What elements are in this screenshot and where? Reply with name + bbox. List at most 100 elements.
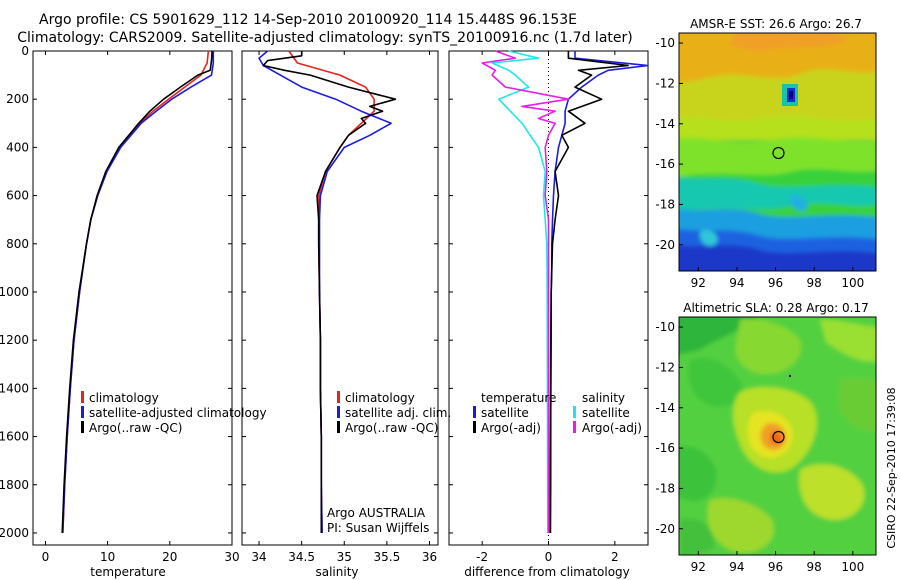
y-tick-label: 600 xyxy=(6,189,29,203)
sst-map-frame xyxy=(678,32,877,272)
series-line-satellite-adj-clim- xyxy=(258,50,392,534)
legend-swatch-sal-satellite xyxy=(573,406,576,418)
legend-title-temperature: temperature xyxy=(481,391,556,405)
temperature-panel: 0 10 20 30 0 200 400 600 800 1000 1200 1400 1600 1800… xyxy=(0,44,267,579)
temperature-xlabel: temperature xyxy=(90,565,165,579)
temperature-ticks: 0 10 20 30 0 200 400 600 800 1000 1200 1400 1600 1800… xyxy=(0,44,240,564)
map-x-tick-label: 94 xyxy=(729,560,744,574)
series-line-salinity-satellite xyxy=(491,50,549,534)
map-y-tick-label: -10 xyxy=(655,36,675,50)
legend-label-sal-argo: Argo(-adj) xyxy=(582,421,642,435)
legend-swatch-satellite xyxy=(337,406,340,418)
difference-xlabel: difference from climatology xyxy=(464,565,630,579)
legend-swatch-argo xyxy=(81,421,84,433)
salinity-legend: climatology satellite adj. clim. Argo(..… xyxy=(337,391,451,435)
legend-label-climatology: climatology xyxy=(345,391,415,405)
map-y-tick-label: -20 xyxy=(655,238,675,252)
series-line-climatology xyxy=(62,50,210,534)
sla-map-ticks: 92 94 96 98 100 -10 -12 -14 -16 -18 -20 xyxy=(655,320,864,574)
legend-title-salinity: salinity xyxy=(582,391,625,405)
sst-map-ticks: 92 94 96 98 100 -10 -12 -14 -16 -18 -20 xyxy=(655,36,864,290)
x-tick-label: 34.5 xyxy=(288,550,315,564)
x-tick-label: 34 xyxy=(251,550,266,564)
salinity-panel: 34 34.5 35 35.5 36 salinity climatology sate… xyxy=(241,50,451,579)
series-line-temperature-satellite xyxy=(549,51,649,534)
map-x-tick-label: 94 xyxy=(729,276,744,290)
sla-map-title: Altimetric SLA: 0.28 Argo: 0.17 xyxy=(683,301,868,315)
y-tick-label: 1400 xyxy=(0,381,29,395)
legend-label-sal-satellite: satellite xyxy=(582,406,630,420)
map-y-tick-label: -12 xyxy=(655,360,675,374)
sst-field xyxy=(679,33,876,271)
map-y-tick-label: -12 xyxy=(655,76,675,90)
map-x-tick-label: 96 xyxy=(768,276,783,290)
legend-swatch-sal-argo xyxy=(573,421,576,433)
y-tick-label: 400 xyxy=(6,140,29,154)
series-line-argo-raw-qc- xyxy=(61,50,213,534)
legend-swatch-argo xyxy=(337,421,340,433)
y-tick-label: 800 xyxy=(6,237,29,251)
legend-label-argo: Argo(..raw -QC) xyxy=(89,421,182,435)
legend-label-climatology: climatology xyxy=(89,391,159,405)
figure-title-line2: Climatology: CARS2009. Satellite-adjuste… xyxy=(17,30,632,46)
x-tick-label: 36 xyxy=(422,550,437,564)
legend-label-satellite: satellite-adjusted climatology xyxy=(89,406,267,420)
y-tick-label: 1200 xyxy=(0,333,29,347)
x-tick-label: 35.5 xyxy=(374,550,401,564)
difference-legend: temperature salinity satellite Argo(-adj… xyxy=(473,391,642,435)
x-tick-label: 30 xyxy=(224,550,239,564)
map-x-tick-label: 100 xyxy=(841,560,864,574)
y-tick-label: 1800 xyxy=(0,478,29,492)
sst-map-panel: AMSR-E SST: 26.6 Argo: 26.7 92 9 xyxy=(655,17,877,290)
map-y-tick-label: -18 xyxy=(655,481,675,495)
legend-swatch-temp-satellite xyxy=(473,406,476,418)
map-y-tick-label: -18 xyxy=(655,197,675,211)
difference-ticks: -2 0 2 xyxy=(449,50,648,564)
salinity-axes-frame xyxy=(241,50,439,546)
x-tick-label: 20 xyxy=(162,550,177,564)
temperature-legend: climatology satellite-adjusted climatolo… xyxy=(81,391,267,435)
map-x-tick-label: 98 xyxy=(807,276,822,290)
map-y-tick-label: -16 xyxy=(655,441,675,455)
argo-location-marker xyxy=(772,146,785,160)
map-x-tick-label: 100 xyxy=(841,276,864,290)
difference-panel: -2 0 2 difference from climatology tempera… xyxy=(448,50,649,579)
legend-label-temp-argo: Argo(-adj) xyxy=(481,421,541,435)
timestamp-label: CSIRO 22-Sep-2010 17:39:08 xyxy=(885,387,898,548)
x-tick-label: 0 xyxy=(545,550,553,564)
y-tick-label: 1000 xyxy=(0,285,29,299)
difference-lines xyxy=(481,50,649,545)
pi-annotation: PI: Susan Wijffels xyxy=(327,521,429,535)
legend-swatch-climatology xyxy=(337,391,340,403)
salinity-lines xyxy=(258,50,397,534)
legend-label-temp-satellite: satellite xyxy=(481,406,529,420)
salinity-ticks: 34 34.5 35 35.5 36 xyxy=(242,50,438,564)
map-x-tick-label: 92 xyxy=(691,276,706,290)
y-tick-label: 2000 xyxy=(0,526,29,540)
y-tick-label: 200 xyxy=(6,92,29,106)
map-x-tick-label: 98 xyxy=(807,560,822,574)
x-tick-label: -2 xyxy=(476,550,488,564)
legend-label-argo: Argo(..raw -QC) xyxy=(345,421,438,435)
sla-small-feature xyxy=(788,374,792,378)
temperature-lines xyxy=(61,50,215,534)
x-tick-label: 10 xyxy=(100,550,115,564)
map-x-tick-label: 92 xyxy=(691,560,706,574)
map-y-tick-label: -14 xyxy=(655,401,675,415)
sla-field xyxy=(679,317,876,555)
sla-map-panel: Altimetric SLA: 0.28 Argo: 0.17 xyxy=(655,301,877,574)
y-tick-label: 0 xyxy=(21,44,29,58)
sst-map-title: AMSR-E SST: 26.6 Argo: 26.7 xyxy=(690,17,862,31)
figure-title-line1: Argo profile: CS 5901629_112 14-Sep-2010… xyxy=(39,12,577,28)
institution-annotation: Argo AUSTRALIA xyxy=(327,506,426,520)
series-line-salinity-argo-adj- xyxy=(481,50,570,533)
map-x-tick-label: 96 xyxy=(768,560,783,574)
map-y-tick-label: -14 xyxy=(655,117,675,131)
legend-swatch-climatology xyxy=(81,391,84,403)
legend-swatch-temp-argo xyxy=(473,421,476,433)
x-tick-label: 35 xyxy=(337,550,352,564)
y-tick-label: 1600 xyxy=(0,430,29,444)
argo-location-marker xyxy=(772,430,785,444)
series-line-argo-raw-qc- xyxy=(262,51,397,533)
